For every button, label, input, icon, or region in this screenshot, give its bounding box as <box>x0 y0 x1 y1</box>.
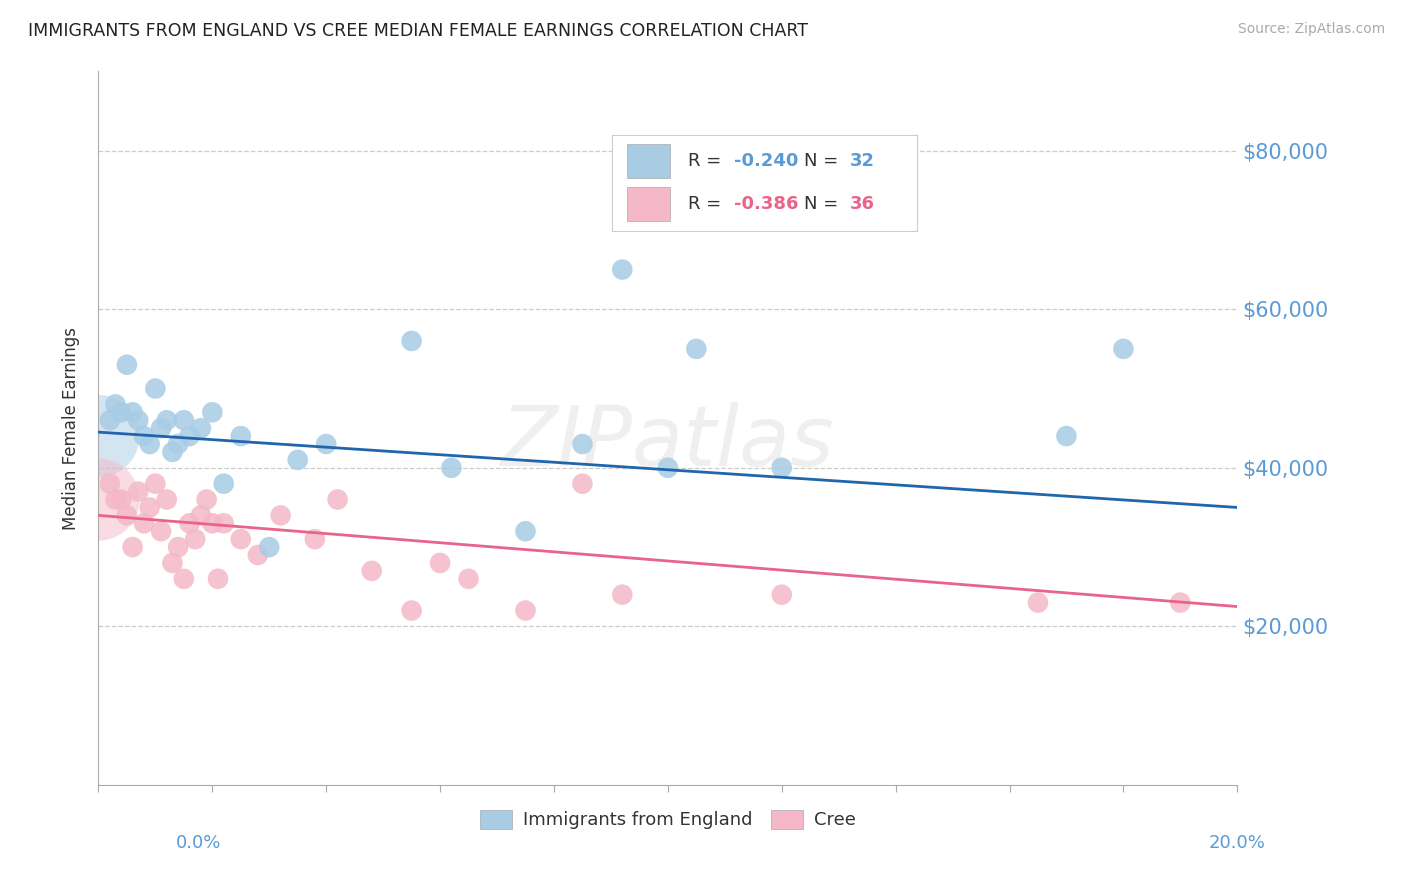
Point <box>612 262 634 277</box>
Point <box>207 572 229 586</box>
Point <box>360 564 382 578</box>
Point <box>287 453 309 467</box>
Point <box>121 405 143 419</box>
Point <box>429 556 451 570</box>
Text: Source: ZipAtlas.com: Source: ZipAtlas.com <box>1237 22 1385 37</box>
Point <box>173 572 195 586</box>
Point <box>110 405 132 419</box>
Point <box>515 603 537 617</box>
Point <box>156 413 179 427</box>
Point <box>121 540 143 554</box>
Point <box>571 476 593 491</box>
Text: ZIPatlas: ZIPatlas <box>501 402 835 483</box>
Point <box>515 524 537 539</box>
Point <box>190 508 212 523</box>
Point <box>127 484 149 499</box>
Point <box>304 532 326 546</box>
Text: N =: N = <box>804 195 844 213</box>
Point <box>87 492 110 507</box>
Point <box>110 492 132 507</box>
Point <box>401 603 423 617</box>
Point <box>201 516 224 531</box>
Text: R =: R = <box>688 152 727 170</box>
Point <box>184 532 207 546</box>
Point <box>315 437 337 451</box>
Point <box>457 572 479 586</box>
Point <box>270 508 292 523</box>
Point <box>212 516 235 531</box>
Point <box>770 460 793 475</box>
Text: 36: 36 <box>849 195 875 213</box>
Text: 32: 32 <box>849 152 875 170</box>
Point <box>179 429 201 443</box>
Point <box>162 445 184 459</box>
Point <box>1026 596 1049 610</box>
Bar <box>627 187 669 221</box>
Text: -0.240: -0.240 <box>734 152 799 170</box>
Point <box>150 524 173 539</box>
Point <box>138 500 160 515</box>
Text: IMMIGRANTS FROM ENGLAND VS CREE MEDIAN FEMALE EARNINGS CORRELATION CHART: IMMIGRANTS FROM ENGLAND VS CREE MEDIAN F… <box>28 22 808 40</box>
Point <box>104 397 127 411</box>
Point <box>190 421 212 435</box>
Point <box>127 413 149 427</box>
Point <box>98 413 121 427</box>
Point <box>440 460 463 475</box>
Y-axis label: Median Female Earnings: Median Female Earnings <box>62 326 80 530</box>
Point <box>167 437 190 451</box>
Legend: Immigrants from England, Cree: Immigrants from England, Cree <box>472 803 863 837</box>
Point <box>195 492 218 507</box>
Point <box>229 429 252 443</box>
Bar <box>627 145 669 178</box>
Point <box>246 548 269 562</box>
Point <box>1056 429 1078 443</box>
Point <box>179 516 201 531</box>
Point <box>98 476 121 491</box>
Point <box>685 342 707 356</box>
Point <box>115 508 138 523</box>
Point <box>201 405 224 419</box>
Point <box>138 437 160 451</box>
Point <box>167 540 190 554</box>
Point <box>150 421 173 435</box>
Point <box>162 556 184 570</box>
Point <box>326 492 349 507</box>
Point <box>87 429 110 443</box>
Point <box>115 358 138 372</box>
Text: 0.0%: 0.0% <box>176 834 221 852</box>
Point <box>212 476 235 491</box>
Point <box>104 492 127 507</box>
Point <box>571 437 593 451</box>
Point <box>1112 342 1135 356</box>
Text: R =: R = <box>688 195 727 213</box>
Point <box>173 413 195 427</box>
Point <box>770 588 793 602</box>
Point <box>145 382 167 396</box>
Point <box>229 532 252 546</box>
Text: N =: N = <box>804 152 844 170</box>
Text: 20.0%: 20.0% <box>1209 834 1265 852</box>
Point <box>132 429 155 443</box>
Point <box>259 540 281 554</box>
Text: -0.386: -0.386 <box>734 195 799 213</box>
Point <box>1170 596 1192 610</box>
Point <box>401 334 423 348</box>
Point <box>156 492 179 507</box>
Point <box>132 516 155 531</box>
Point <box>657 460 679 475</box>
Point <box>612 588 634 602</box>
Point <box>145 476 167 491</box>
